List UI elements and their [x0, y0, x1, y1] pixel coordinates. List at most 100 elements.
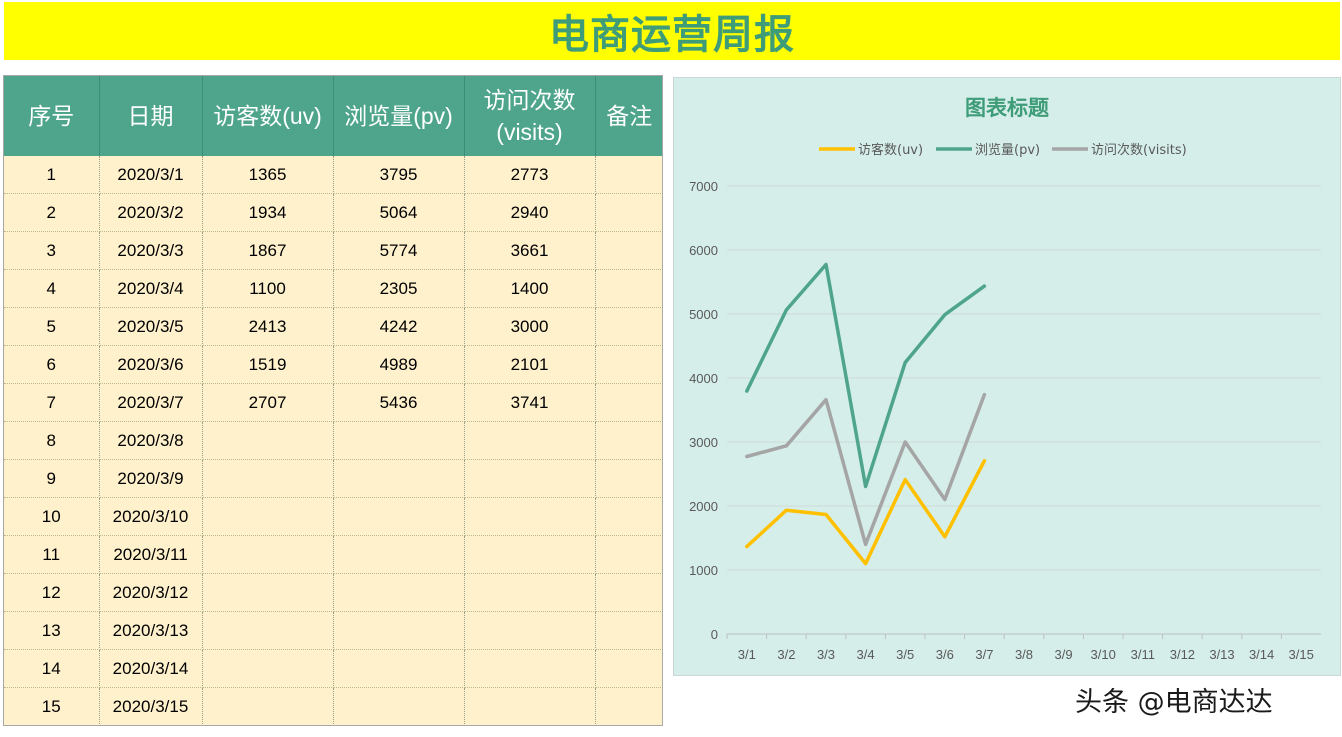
table-cell-visitors-uv[interactable]: 1100 [202, 269, 334, 308]
table-cell-visits[interactable] [464, 459, 596, 498]
table-cell-index[interactable]: 1 [4, 156, 100, 194]
table-cell-index[interactable]: 6 [4, 345, 100, 384]
table-cell-visits[interactable]: 2773 [464, 156, 596, 194]
column-header-notes[interactable]: 备注 [595, 76, 663, 156]
series-line-1[interactable] [745, 262, 987, 489]
table-cell-visits[interactable]: 1400 [464, 269, 596, 308]
column-header-visits[interactable]: 访问次数 (visits) [464, 76, 596, 156]
table-cell-date[interactable]: 2020/3/8 [99, 421, 203, 460]
table-cell-visitors-uv[interactable] [202, 687, 334, 726]
table-cell-visits[interactable] [464, 535, 596, 574]
table-cell-pageviews-pv[interactable] [333, 611, 465, 650]
table-cell-notes[interactable] [595, 611, 663, 650]
table-cell-visits[interactable] [464, 649, 596, 688]
table-cell-visitors-uv[interactable]: 1867 [202, 231, 334, 270]
table-cell-date[interactable]: 2020/3/3 [99, 231, 203, 270]
table-cell-pageviews-pv[interactable] [333, 535, 465, 574]
table-cell-pageviews-pv[interactable] [333, 573, 465, 612]
table-cell-index[interactable]: 11 [4, 535, 100, 574]
table-cell-pageviews-pv[interactable] [333, 497, 465, 536]
column-header-date[interactable]: 日期 [99, 76, 203, 156]
table-cell-pageviews-pv[interactable] [333, 459, 465, 498]
column-header-visitors-uv[interactable]: 访客数(uv) [202, 76, 334, 156]
table-cell-notes[interactable] [595, 231, 663, 270]
table-cell-visits[interactable] [464, 611, 596, 650]
table-cell-date[interactable]: 2020/3/4 [99, 269, 203, 308]
column-header-pageviews-pv[interactable]: 浏览量(pv) [333, 76, 465, 156]
table-cell-index[interactable]: 7 [4, 383, 100, 422]
table-cell-date[interactable]: 2020/3/7 [99, 383, 203, 422]
series-line-0[interactable] [745, 459, 987, 566]
table-cell-date[interactable]: 2020/3/14 [99, 649, 203, 688]
table-cell-pageviews-pv[interactable]: 5436 [333, 383, 465, 422]
table-cell-visits[interactable]: 3661 [464, 231, 596, 270]
table-cell-visitors-uv[interactable] [202, 573, 334, 612]
table-cell-pageviews-pv[interactable] [333, 649, 465, 688]
table-cell-date[interactable]: 2020/3/6 [99, 345, 203, 384]
table-cell-visitors-uv[interactable] [202, 421, 334, 460]
table-cell-visitors-uv[interactable] [202, 535, 334, 574]
table-cell-visitors-uv[interactable]: 2707 [202, 383, 334, 422]
table-cell-visits[interactable]: 3741 [464, 383, 596, 422]
table-cell-index[interactable]: 4 [4, 269, 100, 308]
series-line-2[interactable] [745, 392, 987, 547]
table-cell-visits[interactable] [464, 497, 596, 536]
table-cell-index[interactable]: 10 [4, 497, 100, 536]
table-cell-index[interactable]: 3 [4, 231, 100, 270]
table-cell-visitors-uv[interactable] [202, 649, 334, 688]
table-cell-index[interactable]: 12 [4, 573, 100, 612]
table-cell-visits[interactable] [464, 421, 596, 460]
table-cell-notes[interactable] [595, 573, 663, 612]
table-cell-notes[interactable] [595, 383, 663, 422]
table-cell-date[interactable]: 2020/3/2 [99, 193, 203, 232]
table-cell-index[interactable]: 8 [4, 421, 100, 460]
table-cell-date[interactable]: 2020/3/13 [99, 611, 203, 650]
table-cell-pageviews-pv[interactable]: 5774 [333, 231, 465, 270]
table-cell-date[interactable]: 2020/3/10 [99, 497, 203, 536]
column-header-index[interactable]: 序号 [4, 76, 100, 156]
table-cell-visitors-uv[interactable]: 1519 [202, 345, 334, 384]
table-cell-notes[interactable] [595, 687, 663, 726]
table-cell-visits[interactable]: 2101 [464, 345, 596, 384]
table-cell-notes[interactable] [595, 156, 663, 194]
table-cell-pageviews-pv[interactable] [333, 687, 465, 726]
table-cell-notes[interactable] [595, 269, 663, 308]
table-cell-pageviews-pv[interactable]: 4989 [333, 345, 465, 384]
table-cell-index[interactable]: 15 [4, 687, 100, 726]
table-cell-date[interactable]: 2020/3/12 [99, 573, 203, 612]
table-cell-visitors-uv[interactable]: 1365 [202, 156, 334, 194]
table-cell-index[interactable]: 14 [4, 649, 100, 688]
table-cell-index[interactable]: 5 [4, 307, 100, 346]
table-cell-notes[interactable] [595, 649, 663, 688]
table-cell-notes[interactable] [595, 497, 663, 536]
table-cell-notes[interactable] [595, 421, 663, 460]
table-cell-visitors-uv[interactable] [202, 459, 334, 498]
table-cell-visitors-uv[interactable] [202, 611, 334, 650]
table-cell-notes[interactable] [595, 345, 663, 384]
table-cell-pageviews-pv[interactable]: 3795 [333, 156, 465, 194]
table-cell-visits[interactable]: 3000 [464, 307, 596, 346]
table-cell-visits[interactable] [464, 573, 596, 612]
table-cell-date[interactable]: 2020/3/9 [99, 459, 203, 498]
table-cell-date[interactable]: 2020/3/1 [99, 156, 203, 194]
table-cell-visits[interactable]: 2940 [464, 193, 596, 232]
table-cell-notes[interactable] [595, 307, 663, 346]
table-cell-date[interactable]: 2020/3/15 [99, 687, 203, 726]
table-cell-notes[interactable] [595, 459, 663, 498]
table-cell-pageviews-pv[interactable]: 2305 [333, 269, 465, 308]
table-cell-pageviews-pv[interactable]: 5064 [333, 193, 465, 232]
table-cell-pageviews-pv[interactable] [333, 421, 465, 460]
table-cell-index[interactable]: 9 [4, 459, 100, 498]
table-cell-date[interactable]: 2020/3/11 [99, 535, 203, 574]
table-cell-visitors-uv[interactable] [202, 497, 334, 536]
table-cell-visitors-uv[interactable]: 2413 [202, 307, 334, 346]
table-cell-visitors-uv[interactable]: 1934 [202, 193, 334, 232]
table-cell-index[interactable]: 13 [4, 611, 100, 650]
table-cell-pageviews-pv[interactable]: 4242 [333, 307, 465, 346]
table-cell-date[interactable]: 2020/3/5 [99, 307, 203, 346]
table-cell-index[interactable]: 2 [4, 193, 100, 232]
table-cell-notes[interactable] [595, 535, 663, 574]
table-cell-notes[interactable] [595, 193, 663, 232]
chart-panel[interactable]: 图表标题 访客数(uv) 浏览量(pv) 访问次数(visits) 0 1000 200… [673, 77, 1341, 676]
table-cell-visits[interactable] [464, 687, 596, 726]
